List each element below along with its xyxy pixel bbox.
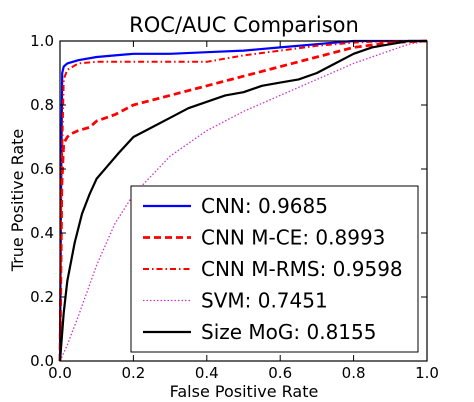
series-line-size-mog bbox=[58, 39, 427, 362]
legend: CNN: 0.9685 CNN M-CE: 0.8993 CNN M-RMS: 0.… bbox=[130, 185, 419, 353]
y-tick-label: 0.6 bbox=[30, 160, 54, 178]
plot-frame bbox=[59, 40, 428, 362]
x-tick-label: 0.4 bbox=[195, 364, 219, 382]
x-tick-label: 0.6 bbox=[268, 364, 292, 382]
legend-label-svm: SVM: 0.7451 bbox=[201, 289, 328, 313]
legend-label-cnn-m-ce: CNN M-CE: 0.8993 bbox=[201, 226, 385, 250]
legend-label-cnn-m-rms: CNN M-RMS: 0.9598 bbox=[201, 257, 403, 281]
series-line-cnn-m-rms bbox=[59, 40, 427, 362]
x-tick-label: 0.2 bbox=[121, 364, 145, 382]
x-tick-label: 0.8 bbox=[342, 364, 366, 382]
legend-label-size-mog: Size MoG: 0.8155 bbox=[201, 320, 376, 344]
series-line-svm bbox=[59, 40, 428, 362]
y-tick-label: 0.2 bbox=[30, 288, 54, 306]
y-tick-label: 0.8 bbox=[30, 96, 54, 114]
series-line-cnn-m-ce bbox=[58, 39, 428, 362]
plot-border bbox=[59, 40, 428, 362]
chart-title: ROC/AUC Comparison bbox=[129, 13, 359, 37]
y-axis-label: True Positive Rate bbox=[8, 129, 27, 273]
series-layer bbox=[58, 39, 428, 362]
series-line-cnn bbox=[58, 39, 427, 362]
y-tick-label: 0.0 bbox=[30, 352, 54, 370]
y-tick-label: 1.0 bbox=[30, 32, 54, 50]
x-tick-label: 0.0 bbox=[48, 364, 72, 382]
y-tick-label: 0.4 bbox=[30, 224, 54, 242]
legend-box bbox=[130, 185, 419, 353]
axis-ticks: 0.0 0.2 0.4 0.6 0.8 1.0 0.0 0.2 0.4 0.6 0.8 1.0 bbox=[30, 32, 439, 382]
legend-label-cnn: CNN: 0.9685 bbox=[201, 194, 328, 218]
x-tick-label: 1.0 bbox=[415, 364, 439, 382]
x-axis-label: False Positive Rate bbox=[170, 382, 319, 401]
